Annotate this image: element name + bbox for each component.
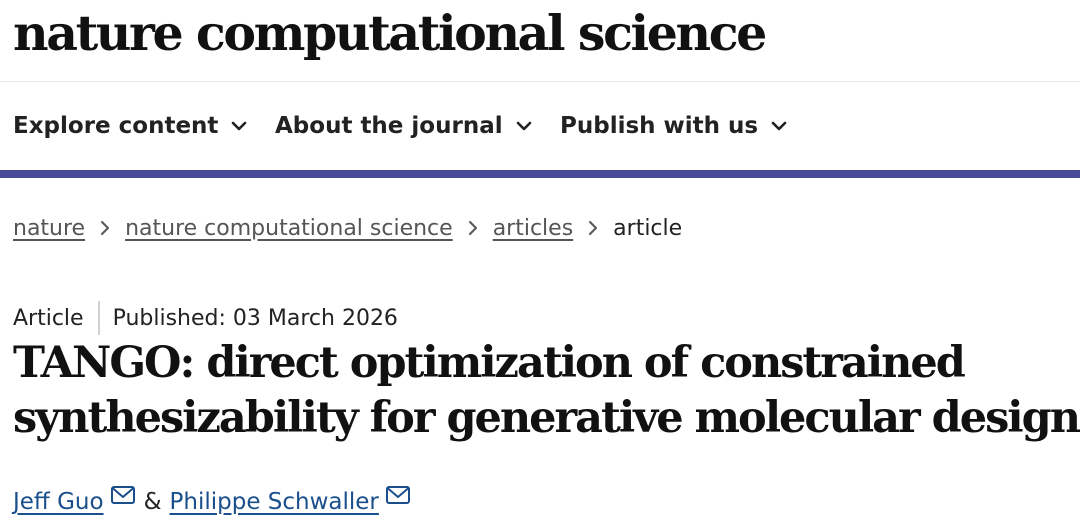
chevron-down-icon (516, 121, 531, 131)
journal-logo[interactable]: nature computational science (13, 4, 767, 62)
nav-publish-with-us[interactable]: Publish with us (560, 82, 788, 170)
chevron-right-icon (468, 221, 477, 235)
chevron-right-icon (589, 221, 598, 235)
article-type: Article (13, 305, 84, 331)
chevron-down-icon (232, 121, 247, 131)
mail-icon[interactable] (385, 485, 411, 505)
nav-item-label: Explore content (13, 113, 219, 139)
main-nav: Explore content About the journal Publis… (0, 82, 1080, 170)
masthead: nature computational science (0, 0, 1080, 82)
meta-divider (97, 301, 100, 335)
nav-about-the-journal[interactable]: About the journal (275, 82, 533, 170)
breadcrumb-item-journal[interactable]: nature computational science (125, 215, 453, 241)
breadcrumb-item-articles[interactable]: articles (492, 215, 574, 241)
nav-explore-content[interactable]: Explore content (13, 82, 248, 170)
article-title-line-1: TANGO: direct optimization of constraine… (13, 338, 966, 388)
chevron-down-icon (771, 121, 787, 131)
article-title-line-2: synthesizability for generative molecula… (13, 393, 1080, 443)
nav-item-label: About the journal (275, 113, 503, 139)
author-jeff-guo[interactable]: Jeff Guo (13, 489, 104, 515)
author-philippe-schwaller[interactable]: Philippe Schwaller (169, 489, 379, 515)
article-title: TANGO: direct optimization of constraine… (13, 336, 1080, 446)
accent-divider (0, 170, 1080, 178)
author-list: Jeff Guo & Philippe Schwaller (13, 482, 411, 522)
breadcrumb-current: article (613, 215, 683, 241)
chevron-right-icon (101, 221, 110, 235)
article-meta: Article Published: 03 March 2026 (13, 300, 398, 336)
nav-item-label: Publish with us (560, 113, 759, 139)
breadcrumb: nature nature computational science arti… (13, 208, 682, 248)
author-separator: & (143, 489, 162, 515)
breadcrumb-item-nature[interactable]: nature (13, 215, 86, 241)
publish-date: Published: 03 March 2026 (112, 305, 398, 331)
mail-icon[interactable] (110, 485, 136, 505)
